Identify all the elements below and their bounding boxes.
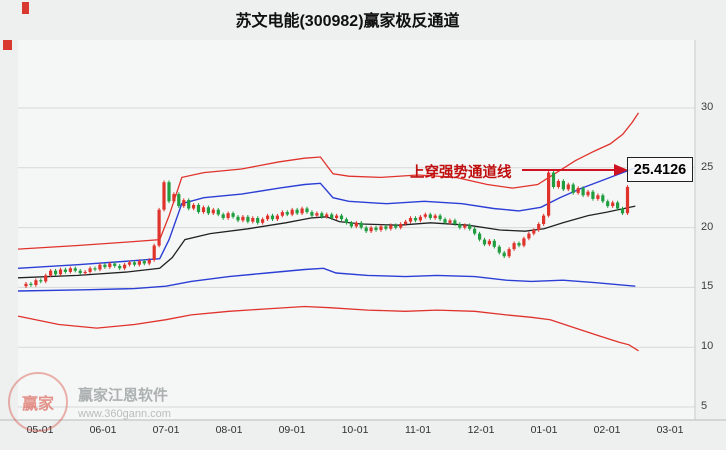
watermark-brand: 赢家江恩软件 bbox=[78, 387, 169, 404]
x-axis-label: 08-01 bbox=[215, 424, 243, 436]
channel-line-outer-lower-red bbox=[17, 305, 639, 352]
channel-line-inner-lower-blue bbox=[17, 267, 636, 292]
watermark-url: www.360gann.com bbox=[78, 408, 171, 420]
plot-area bbox=[18, 40, 695, 420]
x-axis-label: 12-01 bbox=[467, 424, 495, 436]
x-axis-label: 09-01 bbox=[278, 424, 306, 436]
channel-line-mid-black bbox=[17, 205, 636, 279]
x-axis: 05-01 06-01 07-01 08-01 09-01 10-01 11-01 12-01… bbox=[0, 424, 726, 440]
decoration-mark-left bbox=[3, 40, 12, 50]
watermark: 赢家 赢家江恩软件 www.360gann.com bbox=[8, 372, 171, 432]
brand-logo-text: 赢家 bbox=[21, 396, 54, 413]
channel-value-label: 25.4126 bbox=[627, 157, 693, 182]
channel-line-outer-upper-red bbox=[17, 112, 640, 250]
breakout-annotation-text: 上穿强势通道线 bbox=[410, 165, 512, 181]
x-axis-label: 03-01 bbox=[656, 424, 684, 436]
candles bbox=[24, 170, 630, 288]
channel-line-inner-upper-blue bbox=[17, 167, 636, 269]
x-axis-label: 06-01 bbox=[89, 424, 117, 436]
x-axis-label: 11-01 bbox=[404, 424, 432, 436]
x-axis-label: 10-01 bbox=[341, 424, 369, 436]
chart-title: 苏文电能(300982)赢家极反通道 bbox=[235, 13, 460, 30]
x-axis-label: 01-01 bbox=[530, 424, 558, 436]
decoration-mark-top bbox=[22, 2, 29, 14]
breakout-arrow-icon bbox=[522, 164, 628, 176]
x-axis-label: 07-01 bbox=[152, 424, 180, 436]
x-axis-label: 02-01 bbox=[593, 424, 621, 436]
brand-logo-icon: 赢家 bbox=[8, 372, 68, 432]
